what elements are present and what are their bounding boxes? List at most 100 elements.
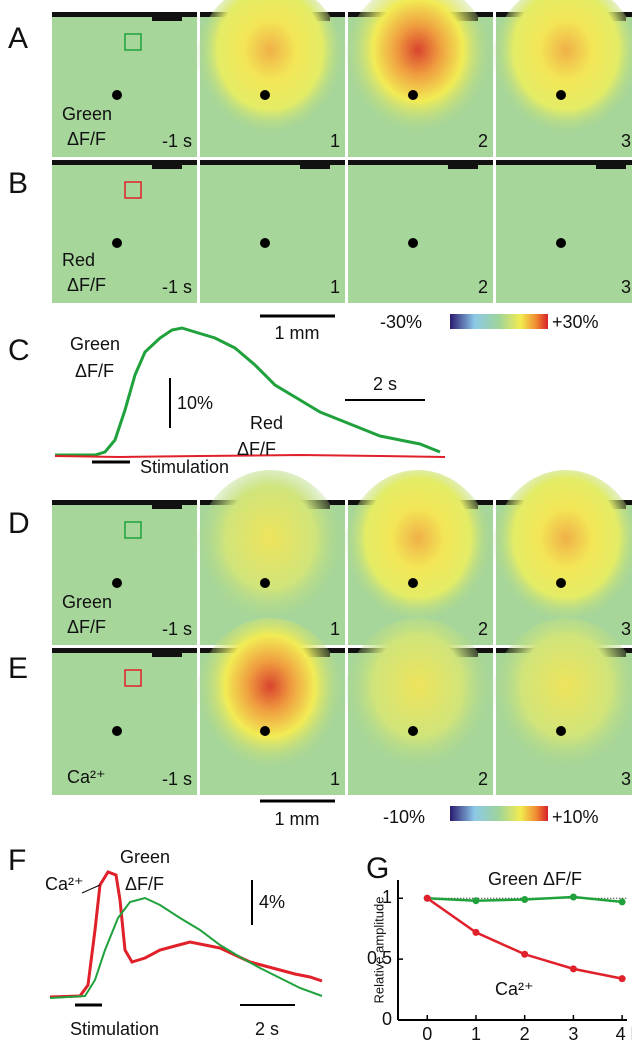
time-label: 3 bbox=[621, 277, 631, 297]
stimulation-site bbox=[260, 90, 270, 100]
colorbar-max: +30% bbox=[552, 312, 599, 332]
trace-label: Green bbox=[70, 334, 120, 354]
panel-label: B bbox=[8, 167, 28, 200]
stimulation-site bbox=[112, 726, 122, 736]
series-line bbox=[427, 898, 622, 978]
stimulation-site bbox=[556, 726, 566, 736]
colorbar-min: -30% bbox=[380, 312, 422, 332]
activity-blob bbox=[195, 470, 345, 640]
image-tile bbox=[348, 160, 493, 303]
signal-label: Green bbox=[62, 592, 112, 612]
image-panels: -1 s 1 2 3 Green ΔF/F -1 s 1 2 3 Red ΔF/F -1 s 1 2 3 Gre… bbox=[52, 0, 632, 797]
y-tick-label: 1 bbox=[382, 887, 392, 907]
trace-panel-f: 4% Stimulation 2 s Ca²⁺ Green ΔF/F bbox=[45, 847, 322, 1039]
colorbar-max: +10% bbox=[552, 807, 599, 827]
signal-label: Red bbox=[62, 250, 95, 270]
stimulation-label: Stimulation bbox=[70, 1019, 159, 1039]
image-edge bbox=[448, 165, 478, 169]
image-tile bbox=[200, 160, 345, 303]
stimulation-site bbox=[556, 578, 566, 588]
stimulation-site bbox=[556, 238, 566, 248]
stimulation-site bbox=[408, 90, 418, 100]
trace-label: ΔF/F bbox=[237, 439, 276, 459]
stimulation-site bbox=[112, 90, 122, 100]
activity-blob bbox=[343, 618, 493, 788]
time-label: 2 bbox=[478, 277, 488, 297]
time-label: -1 s bbox=[162, 619, 192, 639]
colorbar-min: -10% bbox=[383, 807, 425, 827]
figure: -1 s 1 2 3 Green ΔF/F -1 s 1 2 3 Red ΔF/F -1 s 1 2 3 Gre… bbox=[0, 0, 632, 1043]
amplitude-scale: 10% bbox=[177, 393, 213, 413]
trace-label: ΔF/F bbox=[125, 874, 164, 894]
signal-label: ΔF/F bbox=[67, 129, 106, 149]
signal-label: ΔF/F bbox=[67, 617, 106, 637]
data-point bbox=[521, 896, 528, 903]
time-label: 2 bbox=[478, 769, 488, 789]
time-label: 3 bbox=[621, 619, 631, 639]
colorbar bbox=[450, 806, 548, 821]
stimulation-site bbox=[112, 578, 122, 588]
scale-label: 1 mm bbox=[275, 809, 320, 829]
trace-label: ΔF/F bbox=[75, 361, 114, 381]
stimulation-site bbox=[260, 238, 270, 248]
x-tick-label: 0 bbox=[422, 1024, 432, 1043]
data-point bbox=[570, 894, 577, 901]
stimulation-site bbox=[260, 726, 270, 736]
panel-label: E bbox=[8, 652, 28, 685]
data-point bbox=[619, 898, 626, 905]
image-edge bbox=[300, 165, 330, 169]
data-point bbox=[570, 965, 577, 972]
image-edge bbox=[52, 160, 197, 165]
panel-label: F bbox=[8, 844, 26, 877]
image-edge bbox=[596, 165, 626, 169]
x-tick-label: 2 bbox=[520, 1024, 530, 1043]
time-label: 3 bbox=[621, 131, 631, 151]
image-edge bbox=[348, 160, 493, 165]
trace-label: Green bbox=[120, 847, 170, 867]
trace-panel-c: 10% 2 s Stimulation Green ΔF/F Red ΔF/F bbox=[55, 328, 445, 477]
pointer bbox=[82, 885, 100, 893]
signal-label: ΔF/F bbox=[67, 275, 106, 295]
time-label: 1 bbox=[330, 131, 340, 151]
image-edge bbox=[52, 500, 197, 505]
time-label: 2 bbox=[478, 619, 488, 639]
scale-label: 1 mm bbox=[275, 323, 320, 343]
y-tick-label: 0 bbox=[382, 1009, 392, 1029]
image-tile bbox=[496, 160, 632, 303]
signal-label: Ca²⁺ bbox=[67, 767, 106, 787]
data-point bbox=[472, 897, 479, 904]
time-label: -1 s bbox=[162, 769, 192, 789]
activity-blob bbox=[343, 470, 493, 640]
signal-label: Green bbox=[62, 104, 112, 124]
time-label: -1 s bbox=[162, 131, 192, 151]
x-tick-label: 3 bbox=[568, 1024, 578, 1043]
time-label: 3 bbox=[621, 769, 631, 789]
image-edge bbox=[152, 17, 182, 21]
image-edge bbox=[52, 648, 197, 653]
time-label: 1 bbox=[330, 277, 340, 297]
stimulation-site bbox=[408, 726, 418, 736]
trace-label: Red bbox=[250, 413, 283, 433]
image-edge bbox=[152, 505, 182, 509]
panel-label: C bbox=[8, 334, 30, 367]
image-edge bbox=[200, 160, 345, 165]
image-edge bbox=[496, 160, 632, 165]
y-tick-label: 0.5 bbox=[367, 948, 392, 968]
data-point bbox=[521, 951, 528, 958]
activity-blob bbox=[195, 618, 345, 788]
data-point bbox=[619, 975, 626, 982]
stimulation-label: Stimulation bbox=[140, 457, 229, 477]
data-point bbox=[472, 929, 479, 936]
amplitude-scale: 4% bbox=[259, 892, 285, 912]
image-edge bbox=[52, 12, 197, 17]
stimulation-site bbox=[556, 90, 566, 100]
green-trace bbox=[50, 898, 322, 998]
time-label: 1 bbox=[330, 619, 340, 639]
panel-label: A bbox=[8, 22, 28, 55]
stimulation-site bbox=[112, 238, 122, 248]
series-label: Green ΔF/F bbox=[488, 869, 582, 889]
time-scale: 2 s bbox=[255, 1019, 279, 1039]
stimulation-site bbox=[408, 238, 418, 248]
image-edge bbox=[152, 165, 182, 169]
